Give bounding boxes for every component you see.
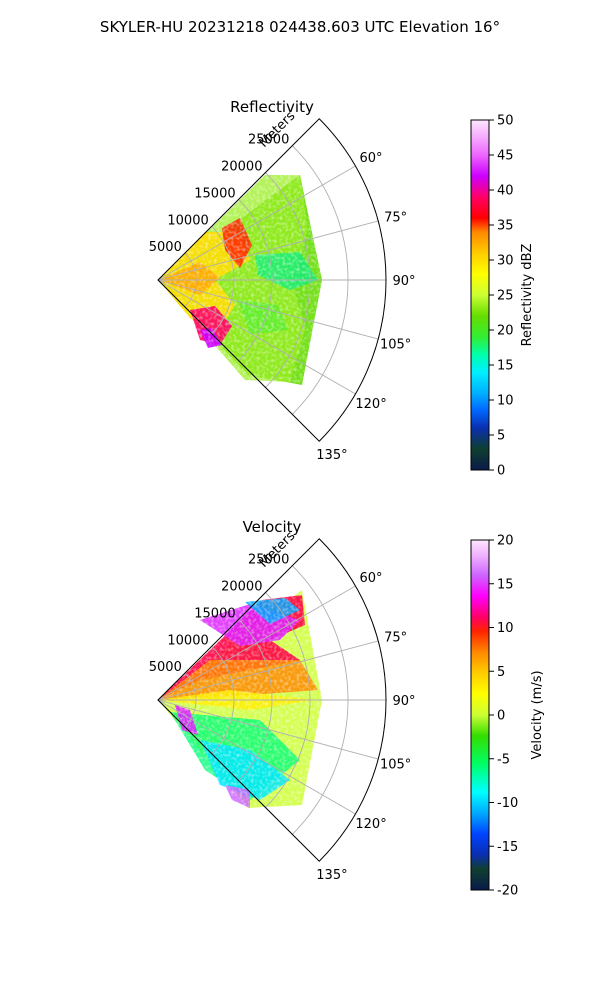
range-tick-label: 15000 [194, 186, 235, 201]
colorbar-tick-label: 15 [497, 359, 514, 374]
sector-frame [157, 538, 387, 862]
colorbar-tick-label: -10 [497, 796, 518, 811]
colorbar-tick-label: 10 [497, 394, 514, 409]
azimuth-tick-label: 135° [316, 868, 347, 883]
velocity-panel: Velocity 5000 10000 15000 20000 25000 60° 75° 9… [149, 518, 545, 899]
reflectivity-title: Reflectivity [230, 98, 314, 116]
colorbar-tick-label: 30 [497, 254, 514, 269]
azimuth-tick-label: 60° [360, 151, 383, 166]
azimuth-spoke [157, 165, 356, 281]
azimuth-spoke [157, 699, 356, 815]
reflectivity-panel: Reflectivity 5000 10000 15000 20000 25000 60°… [149, 98, 535, 479]
azimuth-tick-label: 120° [355, 817, 386, 832]
colorbar-tick-label: 10 [497, 621, 514, 636]
range-tick-label: 5000 [149, 240, 182, 255]
range-tick-label: 20000 [221, 580, 262, 595]
colorbar-tick-label: 35 [497, 219, 514, 234]
reflectivity-colorbar-label: Reflectivity dBZ [520, 244, 535, 347]
colorbar-tick-label: 15 [497, 577, 514, 592]
azimuth-tick-label: 120° [355, 397, 386, 412]
velocity-speckle [158, 590, 322, 808]
range-tick-label: 25000 [248, 133, 289, 148]
colorbar-tick-label: 5 [497, 429, 505, 444]
colorbar-tick-label: 0 [497, 464, 505, 479]
range-tick-label: 10000 [167, 213, 208, 228]
velocity-colorbar-ticks: -20 -15 -10 -5 0 5 10 15 20 [489, 534, 518, 899]
figure-suptitle: SKYLER-HU 20231218 024438.603 UTC Elevat… [100, 18, 500, 36]
range-tick-label: 20000 [221, 160, 262, 175]
colorbar-tick-label: 50 [497, 114, 514, 129]
azimuth-tick-label: 90° [392, 274, 415, 289]
velocity-title: Velocity [243, 518, 302, 536]
range-tick-label: 10000 [167, 633, 208, 648]
range-tick-label: 5000 [149, 660, 182, 675]
reflectivity-colorbar: 0 5 10 15 20 25 30 35 40 45 50 Reflectivity dBZ [470, 114, 535, 479]
reflectivity-colorbar-ticks: 0 5 10 15 20 25 30 35 40 45 50 [489, 114, 514, 479]
azimuth-tick-label: 75° [384, 630, 407, 645]
colorbar-tick-label: -20 [497, 884, 518, 899]
reflectivity-colorbar-bar [470, 119, 490, 471]
colorbar-tick-label: 20 [497, 534, 514, 549]
range-tick-label: 15000 [194, 606, 235, 621]
colorbar-tick-label: 45 [497, 149, 514, 164]
colorbar-tick-label: 40 [497, 184, 514, 199]
colorbar-tick-label: -5 [497, 752, 510, 767]
colorbar-tick-label: -15 [497, 840, 518, 855]
azimuth-spoke [157, 279, 379, 340]
velocity-colorbar-label: Velocity (m/s) [530, 670, 545, 759]
azimuth-tick-label: 60° [360, 571, 383, 586]
azimuth-tick-label: 105° [380, 758, 411, 773]
azimuth-spoke [157, 585, 356, 701]
velocity-colorbar: -20 -15 -10 -5 0 5 10 15 20 Velocity (m/s) [470, 534, 545, 899]
azimuth-tick-label: 75° [384, 210, 407, 225]
colorbar-tick-label: 25 [497, 289, 514, 304]
azimuth-spoke [157, 279, 356, 395]
colorbar-tick-label: 0 [497, 709, 505, 724]
sector-frame [157, 118, 387, 442]
velocity-grid [157, 538, 387, 862]
azimuth-tick-label: 105° [380, 338, 411, 353]
reflectivity-grid [157, 118, 387, 442]
azimuth-spoke [157, 220, 379, 281]
colorbar-tick-label: 20 [497, 324, 514, 339]
velocity-colorbar-bar [470, 539, 490, 891]
azimuth-spoke [157, 699, 379, 760]
azimuth-tick-label: 90° [392, 694, 415, 709]
colorbar-tick-label: 5 [497, 665, 505, 680]
azimuth-spoke [157, 640, 379, 701]
azimuth-tick-label: 135° [316, 448, 347, 463]
range-tick-label: 25000 [248, 553, 289, 568]
